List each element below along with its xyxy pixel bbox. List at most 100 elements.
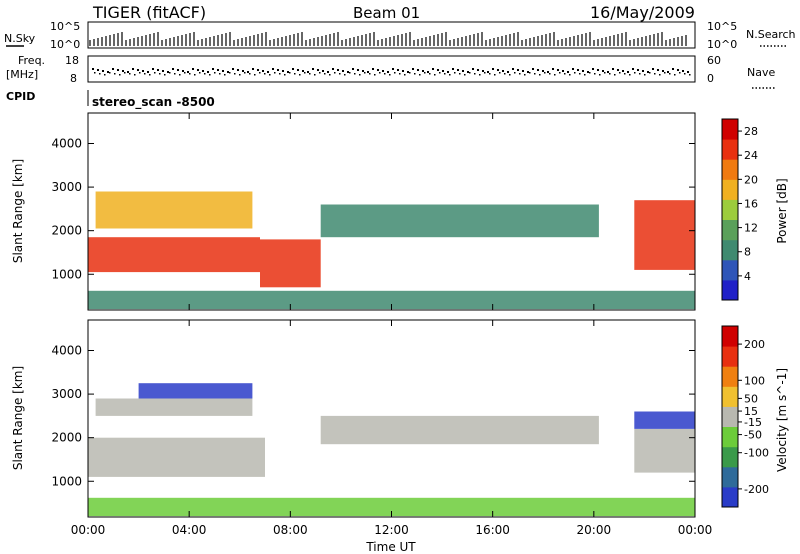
nave-dot <box>219 73 221 75</box>
freq-dot <box>592 68 594 70</box>
freq-dot <box>552 68 554 70</box>
freq-dot <box>487 71 489 73</box>
colorbar-swatch <box>722 406 738 427</box>
nsky-series <box>89 32 687 46</box>
nsearch-label: N.Search <box>746 28 796 41</box>
nave-dot <box>449 74 451 76</box>
freq-dot <box>197 69 199 71</box>
nave-dot <box>169 72 171 74</box>
freq-dot <box>187 71 189 73</box>
nave-dot <box>94 72 96 74</box>
colorbar-tick-label: 12 <box>744 222 758 235</box>
freq-dot <box>647 71 649 73</box>
freq-dot <box>522 70 524 72</box>
nave-dot <box>569 74 571 76</box>
echo-band-upper-echo <box>95 398 253 416</box>
colorbar-tick-label: -50 <box>744 429 762 442</box>
colorbar-swatch <box>722 346 738 367</box>
nave-dot <box>369 73 371 75</box>
freq-dot <box>242 70 244 72</box>
nave-dot <box>159 73 161 75</box>
nave-dot <box>214 72 216 74</box>
colorbar-tick-label: -100 <box>744 447 769 460</box>
freq-dot <box>412 68 414 70</box>
freq-dot <box>672 68 674 70</box>
colorbar-tick-label: 4 <box>744 270 751 283</box>
freq-dot <box>162 70 164 72</box>
nave-dot <box>579 73 581 75</box>
freq-dot <box>402 70 404 72</box>
colorbar-tick-label: 16 <box>744 197 758 210</box>
freq-dot <box>677 69 679 71</box>
echo-band-main-echo <box>88 237 260 273</box>
y-tick-label: 3000 <box>51 387 82 401</box>
nave-dot <box>514 72 516 74</box>
nave-dot <box>489 73 491 75</box>
freq-dot <box>177 69 179 71</box>
nave-dot <box>494 74 496 76</box>
nave-dot <box>269 74 271 76</box>
nave-dot <box>529 72 531 74</box>
nave-dot <box>164 74 166 76</box>
nave-dot <box>334 72 336 74</box>
freq-dot <box>227 71 229 73</box>
freq-dot <box>92 68 94 70</box>
freq-unit-label: [MHz] <box>6 68 38 81</box>
nsky-panel <box>87 21 696 49</box>
freq-dot <box>432 68 434 70</box>
freq-dot <box>387 71 389 73</box>
nave-dot <box>109 72 111 74</box>
freq-dot <box>517 69 519 71</box>
freq-dot <box>482 70 484 72</box>
freq-dot <box>112 68 114 70</box>
nave-dot <box>129 73 131 75</box>
nave-dot <box>584 74 586 76</box>
colorbar-tick-label: 200 <box>744 338 765 351</box>
freq-dot <box>97 69 99 71</box>
colorbar-tick-label: 20 <box>744 173 758 186</box>
nave-dot <box>424 72 426 74</box>
nave-dot <box>264 73 266 75</box>
freq-dot <box>142 70 144 72</box>
nave-dot <box>99 73 101 75</box>
freq-dot <box>147 71 149 73</box>
y-tick-label: 2000 <box>51 224 82 238</box>
nave-dot <box>344 74 346 76</box>
colorbar-swatch <box>722 159 738 180</box>
nave-dot <box>589 72 591 74</box>
freq-dot <box>287 71 289 73</box>
freq-dot <box>652 68 654 70</box>
colorbar-swatch <box>722 179 738 200</box>
nave-dot <box>394 72 396 74</box>
x-axis-label: Time UT <box>365 540 416 554</box>
freq-dot <box>172 68 174 70</box>
nave-dot <box>284 74 286 76</box>
colorbar-tick-label: 15 <box>744 405 758 418</box>
velocity-colorbar-label: Velocity [m s^-1] <box>775 368 789 472</box>
freq-dot <box>557 69 559 71</box>
x-tick-label: 20:00 <box>577 523 612 537</box>
nave-dot <box>549 73 551 75</box>
colorbar-tick-label: 24 <box>744 149 758 162</box>
nave-dot <box>564 73 566 75</box>
nave-dot <box>509 74 511 76</box>
nave-dot <box>184 72 186 74</box>
freq-dot <box>437 69 439 71</box>
station-title: TIGER (fitACF) <box>92 3 206 22</box>
freq-dot <box>182 70 184 72</box>
freq-dot <box>312 68 314 70</box>
freq-dot <box>262 70 264 72</box>
nave-dot <box>134 74 136 76</box>
freq-dot <box>452 68 454 70</box>
colorbar-swatch <box>722 446 738 468</box>
freq-dot <box>192 68 194 70</box>
freq-dot <box>442 70 444 72</box>
freq-dot <box>642 70 644 72</box>
nave-dot <box>544 72 546 74</box>
freq-dot <box>597 69 599 71</box>
colorbar-swatch <box>722 366 738 387</box>
nave-tick-top: 60 <box>707 54 721 67</box>
freq-dot <box>277 69 279 71</box>
echo-band-weak-band <box>320 204 599 238</box>
